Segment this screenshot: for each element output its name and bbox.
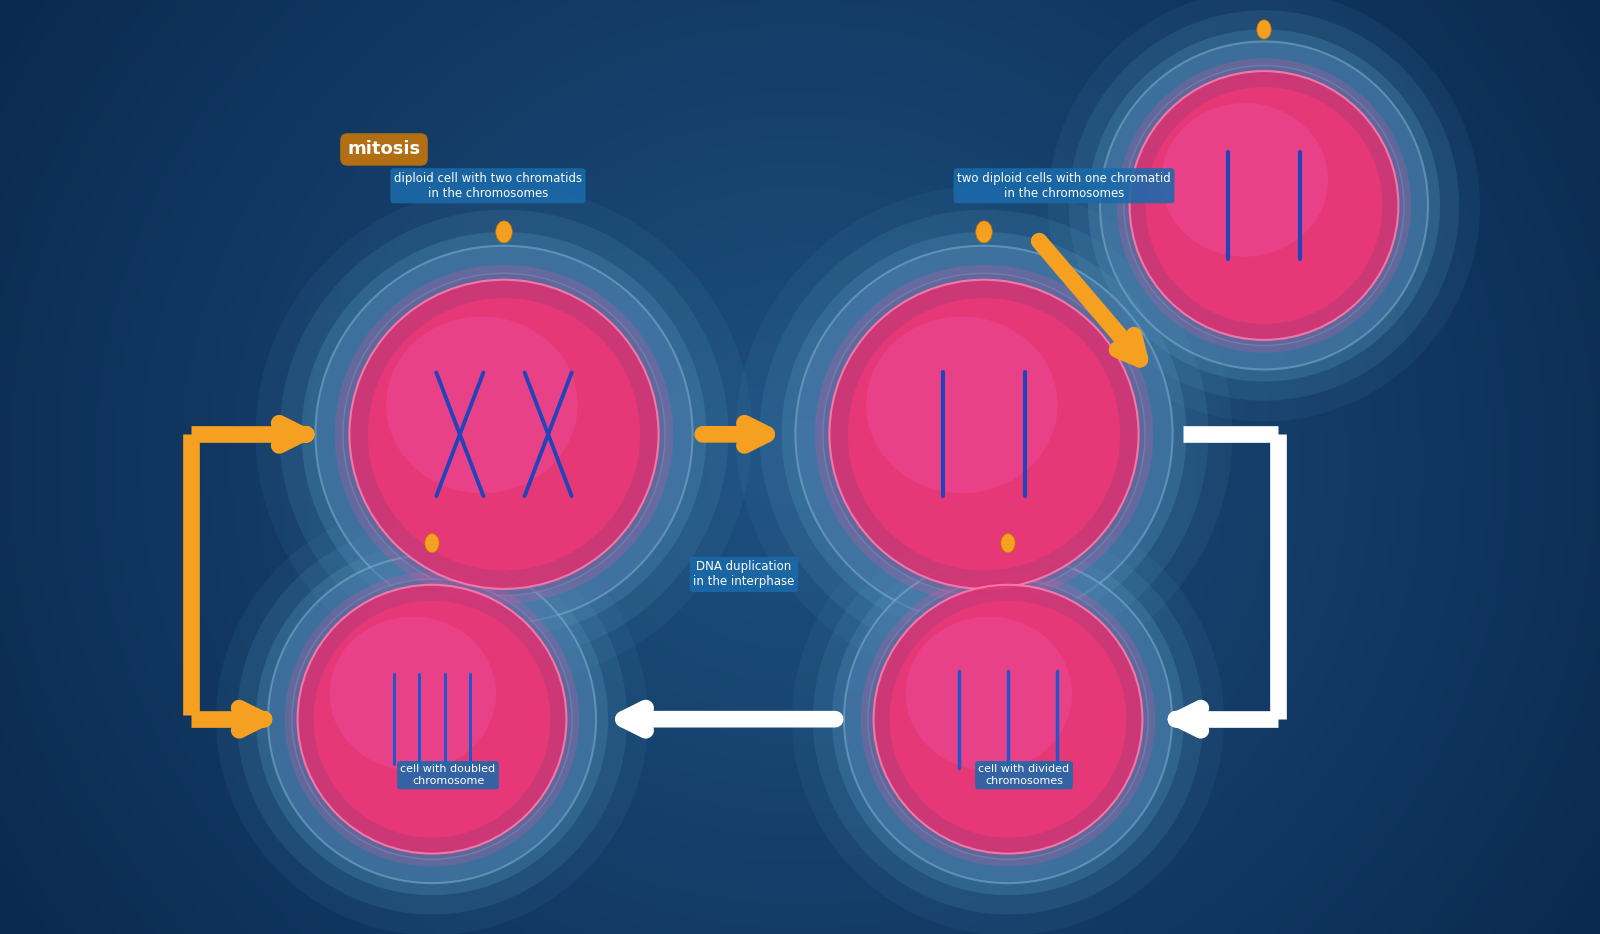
Ellipse shape (866, 317, 1058, 493)
Ellipse shape (861, 572, 1155, 867)
Ellipse shape (1088, 30, 1440, 381)
Ellipse shape (1130, 71, 1398, 340)
Ellipse shape (285, 572, 579, 867)
Ellipse shape (1002, 533, 1016, 553)
Ellipse shape (315, 246, 693, 623)
Ellipse shape (890, 601, 1126, 838)
Ellipse shape (906, 616, 1072, 771)
Ellipse shape (1069, 10, 1459, 401)
Text: cell with divided
chromosomes: cell with divided chromosomes (979, 764, 1069, 786)
Ellipse shape (426, 533, 438, 553)
Ellipse shape (1123, 65, 1405, 346)
Ellipse shape (349, 280, 659, 588)
Ellipse shape (822, 274, 1146, 595)
Ellipse shape (368, 298, 640, 571)
Ellipse shape (1101, 41, 1429, 370)
Ellipse shape (1146, 87, 1382, 324)
Ellipse shape (1258, 20, 1272, 39)
Text: diploid cell with two chromatids
in the chromosomes: diploid cell with two chromatids in the … (394, 172, 582, 200)
Ellipse shape (216, 503, 648, 934)
Ellipse shape (334, 265, 674, 603)
Ellipse shape (330, 616, 496, 771)
Text: mitosis: mitosis (347, 140, 421, 159)
Ellipse shape (256, 186, 752, 683)
Ellipse shape (1048, 0, 1480, 421)
Ellipse shape (848, 298, 1120, 571)
Ellipse shape (867, 579, 1149, 859)
Ellipse shape (342, 274, 666, 595)
Ellipse shape (845, 555, 1171, 884)
Ellipse shape (781, 232, 1187, 637)
Ellipse shape (829, 280, 1139, 588)
Ellipse shape (814, 265, 1154, 603)
Ellipse shape (269, 555, 595, 884)
Ellipse shape (832, 544, 1184, 895)
Ellipse shape (298, 585, 566, 854)
Ellipse shape (795, 246, 1173, 623)
Ellipse shape (314, 601, 550, 838)
Ellipse shape (301, 232, 707, 637)
Ellipse shape (1162, 103, 1328, 257)
Ellipse shape (813, 524, 1203, 914)
Text: DNA duplication
in the interphase: DNA duplication in the interphase (693, 560, 795, 588)
Text: two diploid cells with one chromatid
in the chromosomes: two diploid cells with one chromatid in … (957, 172, 1171, 200)
Text: cell with doubled
chromosome: cell with doubled chromosome (400, 764, 496, 786)
Ellipse shape (256, 544, 608, 895)
Ellipse shape (736, 186, 1232, 683)
Ellipse shape (280, 210, 728, 658)
Ellipse shape (792, 503, 1224, 934)
Ellipse shape (386, 317, 578, 493)
Ellipse shape (1117, 58, 1411, 353)
Ellipse shape (760, 210, 1208, 658)
Ellipse shape (976, 220, 992, 243)
Ellipse shape (237, 524, 627, 914)
Ellipse shape (291, 579, 573, 859)
Ellipse shape (496, 220, 512, 243)
Ellipse shape (874, 585, 1142, 854)
